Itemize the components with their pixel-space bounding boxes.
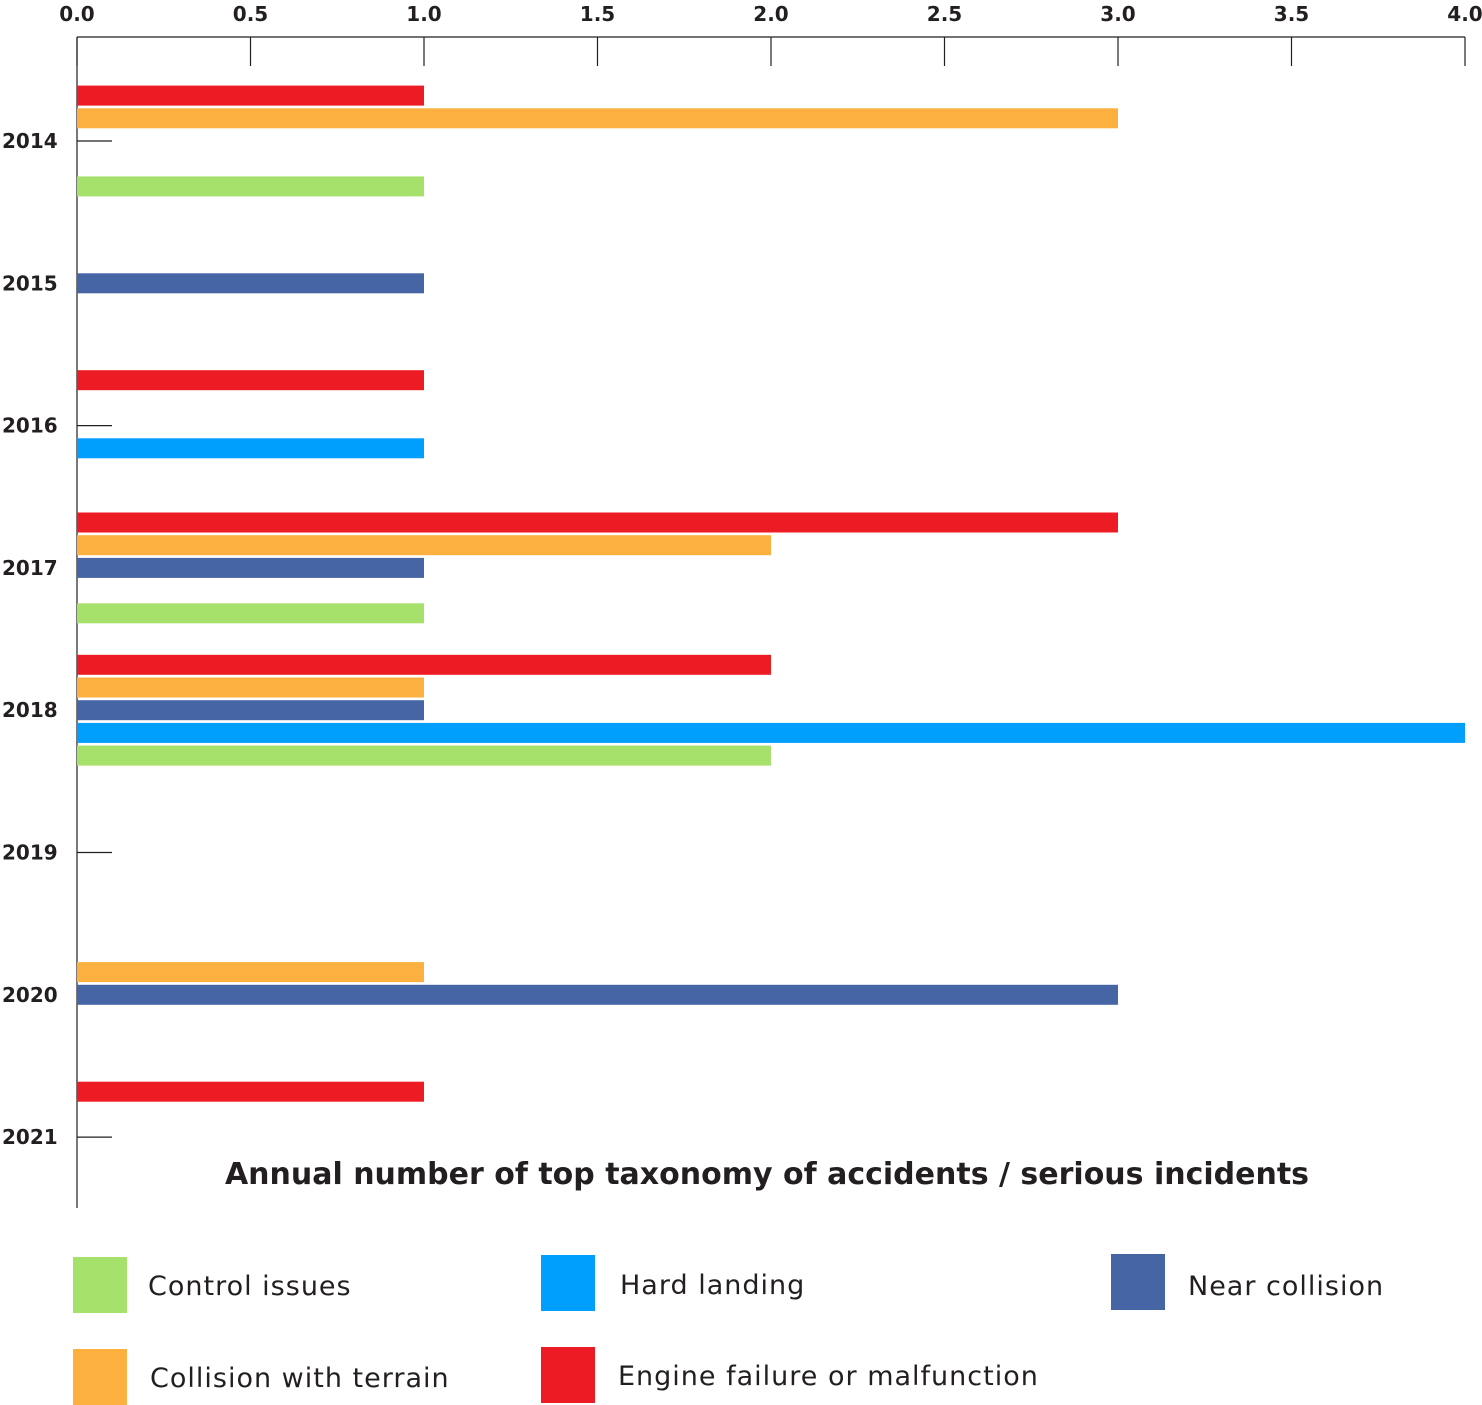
y-category-label: 2019	[2, 841, 58, 865]
bar	[77, 512, 1118, 533]
bar	[77, 962, 424, 983]
x-tick-label: 3.0	[1100, 2, 1135, 26]
y-category-label: 2014	[2, 129, 58, 153]
legend-swatch	[73, 1257, 127, 1313]
y-category-label: 2015	[2, 271, 58, 295]
bar	[77, 273, 424, 294]
x-axis: 0.0 0.5 1.0 1.5 2.0 2.5 3.0 3.5 4.0	[59, 2, 1482, 66]
legend-item: Control issues	[73, 1257, 352, 1313]
legend-item: Hard landing	[541, 1255, 805, 1311]
bar	[77, 176, 424, 197]
bar	[77, 722, 1465, 743]
bar	[77, 984, 1118, 1005]
y-category-label: 2018	[2, 698, 58, 722]
bar	[77, 700, 424, 721]
legend: Control issues Hard landing Near collision…	[73, 1254, 1384, 1405]
legend-label: Control issues	[148, 1271, 352, 1302]
x-tick-label: 0.5	[233, 2, 268, 26]
legend-label: Near collision	[1188, 1271, 1384, 1302]
x-tick-label: 1.0	[406, 2, 441, 26]
y-category-label: 2021	[2, 1125, 58, 1149]
x-tick-label: 4.0	[1447, 2, 1482, 26]
legend-item: Collision with terrain	[73, 1349, 450, 1405]
y-category-label: 2016	[2, 414, 58, 438]
bar	[77, 108, 1118, 129]
legend-swatch	[73, 1349, 127, 1405]
y-category-label: 2017	[2, 556, 58, 580]
chart-title: Annual number of top taxonomy of acciden…	[225, 1157, 1309, 1192]
x-tick-label: 2.0	[753, 2, 788, 26]
bar	[77, 370, 424, 391]
bar	[77, 557, 424, 578]
legend-label: Engine failure or malfunction	[618, 1361, 1039, 1392]
bar	[77, 745, 771, 766]
legend-swatch	[541, 1255, 595, 1311]
legend-swatch	[541, 1347, 595, 1403]
legend-item: Near collision	[1111, 1254, 1384, 1310]
x-tick-label: 2.5	[927, 2, 962, 26]
bar	[77, 535, 771, 556]
legend-swatch	[1111, 1254, 1165, 1310]
bars	[77, 85, 1465, 1102]
x-tick-label: 0.0	[59, 2, 94, 26]
y-axis: 2014 2015 2016 2017 2018 2019 2020 2021	[2, 37, 112, 1208]
legend-item: Engine failure or malfunction	[541, 1347, 1039, 1403]
y-category-label: 2020	[2, 983, 58, 1007]
bar	[77, 85, 424, 106]
bar	[77, 603, 424, 624]
x-tick-label: 1.5	[580, 2, 615, 26]
bar	[77, 438, 424, 459]
bar	[77, 654, 771, 675]
bar	[77, 677, 424, 698]
legend-label: Collision with terrain	[150, 1363, 450, 1394]
bar	[77, 1081, 424, 1102]
legend-label: Hard landing	[620, 1270, 805, 1301]
x-tick-label: 3.5	[1274, 2, 1309, 26]
